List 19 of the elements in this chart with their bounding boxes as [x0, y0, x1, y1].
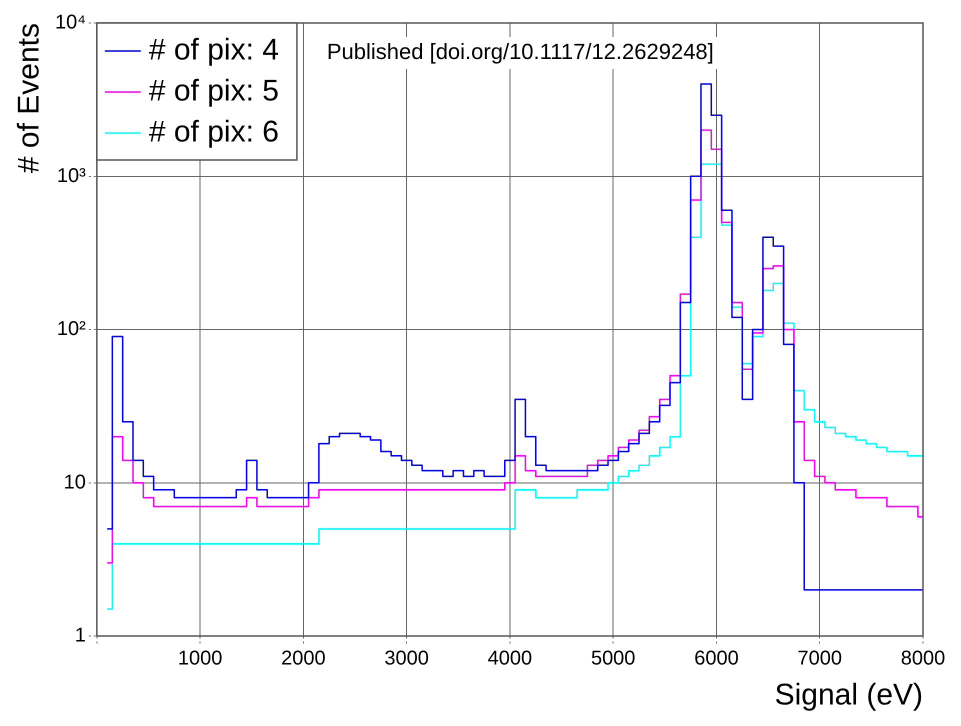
x-tick-label: 1000	[178, 648, 222, 670]
legend-label: # of pix: 4	[148, 33, 279, 66]
annotation: Published [doi.org/10.1117/12.2629248]	[326, 39, 714, 64]
y-tick-label: 10	[64, 471, 86, 494]
legend-label: # of pix: 5	[148, 74, 279, 108]
x-tick-label: 6000	[694, 648, 739, 670]
x-tick-label: 3000	[384, 648, 429, 670]
y-tick-label: 10⁴	[54, 12, 86, 34]
x-axis-title: Signal (eV)	[774, 678, 923, 712]
y-tick-label: 1	[74, 624, 86, 647]
y-axis-title: # of Events	[12, 23, 46, 174]
x-tick-label: 2000	[281, 648, 326, 670]
legend-label: # of pix: 6	[148, 115, 279, 148]
x-tick-label: 4000	[488, 648, 532, 670]
y-tick-label: 10²	[56, 318, 86, 340]
x-tick-label: 7000	[797, 648, 842, 670]
x-tick-label: 5000	[590, 648, 636, 670]
x-tick-label: 8000	[900, 648, 946, 670]
y-tick-label: 10³	[56, 164, 86, 187]
